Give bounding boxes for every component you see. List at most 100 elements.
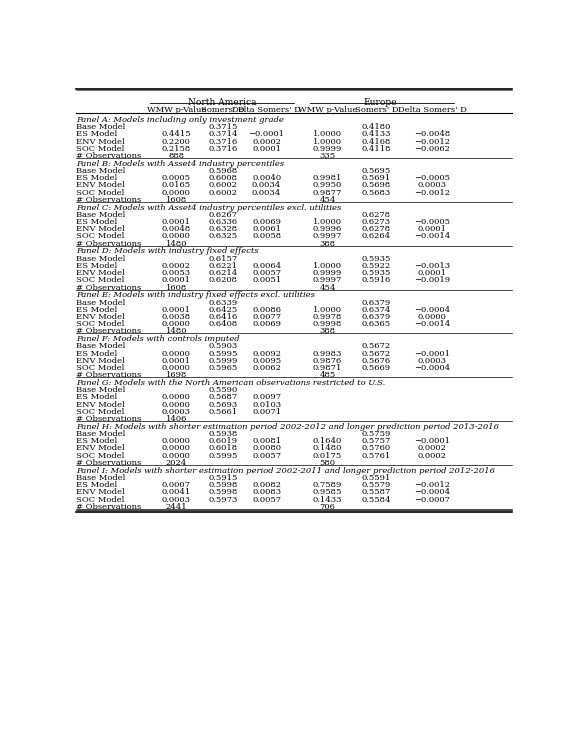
Text: 0.5669: 0.5669 <box>362 364 391 372</box>
Text: 0.9585: 0.9585 <box>313 488 342 496</box>
Text: Panel I: Models with shorter estimation period 2002-2011 and longer prediction p: Panel I: Models with shorter estimation … <box>76 467 495 475</box>
Text: Base Model: Base Model <box>76 211 126 219</box>
Text: 1480: 1480 <box>165 327 187 335</box>
Text: 0.9998: 0.9998 <box>313 320 342 328</box>
Text: −0.0062: −0.0062 <box>414 145 450 153</box>
Text: 0.5995: 0.5995 <box>208 350 238 357</box>
Text: 0.6002: 0.6002 <box>208 182 238 190</box>
Text: 0.9978: 0.9978 <box>313 313 342 321</box>
Text: 0.0000: 0.0000 <box>162 452 191 460</box>
Text: 0.5938: 0.5938 <box>208 430 238 438</box>
Text: 0.4168: 0.4168 <box>362 138 391 146</box>
Text: 0.0001: 0.0001 <box>162 218 191 226</box>
Text: 0.0097: 0.0097 <box>252 394 281 402</box>
Text: 0.9877: 0.9877 <box>313 189 342 197</box>
Text: 0.5687: 0.5687 <box>208 394 238 402</box>
Text: 0.6365: 0.6365 <box>362 320 391 328</box>
Text: 0.0057: 0.0057 <box>252 269 281 277</box>
Text: 0.5935: 0.5935 <box>362 269 391 277</box>
Text: 0.0001: 0.0001 <box>417 269 447 277</box>
Text: 0.5591: 0.5591 <box>362 474 391 482</box>
Text: 0.1640: 0.1640 <box>313 437 342 445</box>
Text: 0.6273: 0.6273 <box>362 218 391 226</box>
Text: SOC Model: SOC Model <box>76 189 125 197</box>
Text: ES Model: ES Model <box>76 218 118 226</box>
Text: −0.0005: −0.0005 <box>414 218 450 226</box>
Text: 388: 388 <box>320 240 336 248</box>
Text: −0.0007: −0.0007 <box>414 496 450 504</box>
Text: 0.9999: 0.9999 <box>313 145 342 153</box>
Text: 0.6278: 0.6278 <box>362 225 391 233</box>
Text: 388: 388 <box>320 327 336 335</box>
Text: Base Model: Base Model <box>76 430 126 438</box>
Text: −0.0012: −0.0012 <box>414 189 450 197</box>
Text: 1608: 1608 <box>166 196 187 204</box>
Text: 0.1480: 0.1480 <box>313 445 342 453</box>
Text: North America: North America <box>188 98 257 107</box>
Text: 0.7589: 0.7589 <box>313 481 342 489</box>
Text: 0.5761: 0.5761 <box>362 452 391 460</box>
Text: 888: 888 <box>168 152 184 160</box>
Text: 0.0002: 0.0002 <box>162 262 191 270</box>
Text: Europe: Europe <box>363 98 397 107</box>
Text: 0.0034: 0.0034 <box>252 189 281 197</box>
Text: 0.6278: 0.6278 <box>362 211 391 219</box>
Text: Panel F: Models with controls imputed: Panel F: Models with controls imputed <box>76 335 240 343</box>
Text: 706: 706 <box>320 503 335 511</box>
Text: 0.3715: 0.3715 <box>208 123 238 131</box>
Text: 0.5935: 0.5935 <box>362 254 391 262</box>
Text: 0.0007: 0.0007 <box>162 481 191 489</box>
Text: 1698: 1698 <box>166 371 187 379</box>
Text: −0.0014: −0.0014 <box>414 233 450 241</box>
Text: 0.1433: 0.1433 <box>313 496 342 504</box>
Text: 0.6379: 0.6379 <box>362 298 391 306</box>
Text: 0.0165: 0.0165 <box>162 182 191 190</box>
Text: 0.0071: 0.0071 <box>252 408 281 416</box>
Text: Panel G: Models with the North American observations restricted to U.S.: Panel G: Models with the North American … <box>76 379 386 387</box>
Text: 0.9999: 0.9999 <box>313 269 342 277</box>
Text: 0.6221: 0.6221 <box>208 262 238 270</box>
Text: 0.6019: 0.6019 <box>208 437 238 445</box>
Text: # Observations: # Observations <box>76 284 141 292</box>
Text: 0.5676: 0.5676 <box>362 356 391 364</box>
Text: −0.0012: −0.0012 <box>414 138 450 146</box>
Text: −0.0019: −0.0019 <box>414 276 450 284</box>
Text: ES Model: ES Model <box>76 262 118 270</box>
Text: 0.0175: 0.0175 <box>313 452 342 460</box>
Text: 0.0003: 0.0003 <box>417 356 447 364</box>
Text: ES Model: ES Model <box>76 350 118 357</box>
Text: 0.0001: 0.0001 <box>417 225 447 233</box>
Text: WMW p-Value: WMW p-Value <box>298 106 357 114</box>
Text: SOC Model: SOC Model <box>76 364 125 372</box>
Text: 0.0092: 0.0092 <box>252 350 281 357</box>
Text: 0.6328: 0.6328 <box>208 225 238 233</box>
Text: 0.0061: 0.0061 <box>252 225 281 233</box>
Text: 0.9997: 0.9997 <box>313 276 342 284</box>
Text: 0.0103: 0.0103 <box>252 401 281 409</box>
Text: 0.0000: 0.0000 <box>162 394 191 402</box>
Text: 0.0082: 0.0082 <box>252 481 281 489</box>
Text: # Observations: # Observations <box>76 415 141 423</box>
Text: 0.4415: 0.4415 <box>161 130 191 139</box>
Text: 0.5683: 0.5683 <box>362 189 391 197</box>
Text: 0.0002: 0.0002 <box>418 445 447 453</box>
Text: 0.0062: 0.0062 <box>252 364 281 372</box>
Text: 1.0000: 1.0000 <box>313 138 342 146</box>
Text: 0.6425: 0.6425 <box>208 305 238 313</box>
Text: 485: 485 <box>319 371 336 379</box>
Text: 0.4118: 0.4118 <box>362 145 391 153</box>
Text: Panel A: Models including only investment grade: Panel A: Models including only investmen… <box>76 116 284 124</box>
Text: 0.0051: 0.0051 <box>252 276 281 284</box>
Text: −0.0004: −0.0004 <box>414 488 450 496</box>
Text: 0.5693: 0.5693 <box>208 401 238 409</box>
Text: 0.0000: 0.0000 <box>162 364 191 372</box>
Text: 0.0001: 0.0001 <box>162 356 191 364</box>
Text: 1.0000: 1.0000 <box>313 130 342 139</box>
Text: 0.9996: 0.9996 <box>313 225 342 233</box>
Text: # Observations: # Observations <box>76 503 141 511</box>
Text: 0.5590: 0.5590 <box>208 386 238 394</box>
Text: Panel C: Models with Asset4 industry percentiles excl. utilities: Panel C: Models with Asset4 industry per… <box>76 203 342 211</box>
Text: 0.3714: 0.3714 <box>208 130 238 139</box>
Text: 0.0095: 0.0095 <box>252 356 281 364</box>
Text: 0.0081: 0.0081 <box>252 437 281 445</box>
